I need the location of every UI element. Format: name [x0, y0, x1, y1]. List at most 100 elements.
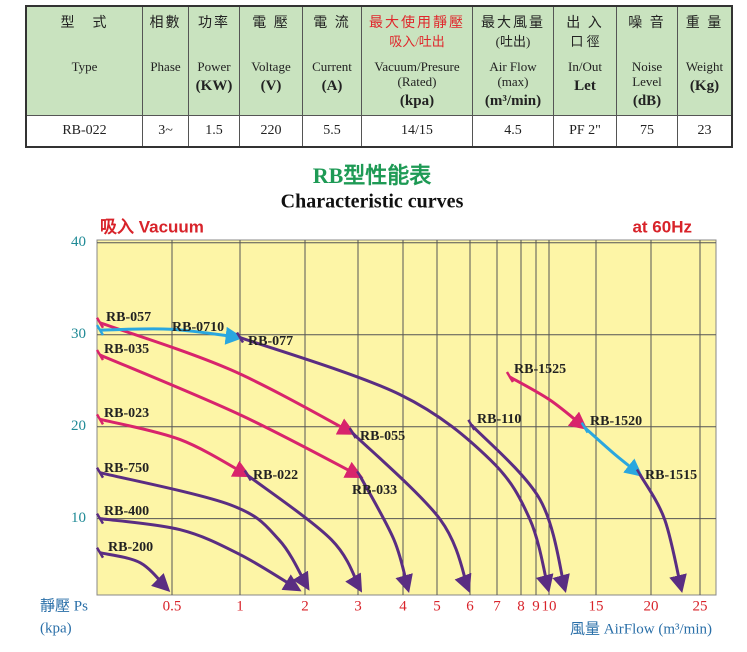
- series-label: RB-750: [104, 461, 149, 476]
- header-zh: 最大使用靜壓: [369, 16, 465, 31]
- data-cell: 4.5: [472, 115, 554, 148]
- data-cell: 14/15: [361, 115, 473, 148]
- header-cell: 功率 Power (KW): [188, 5, 240, 116]
- header-en: Air Flow (max): [489, 59, 537, 89]
- x-tick-label: 0.5: [163, 598, 182, 614]
- data-cell: 23: [677, 115, 733, 148]
- start-tick: [95, 467, 105, 479]
- start-tick: [95, 413, 105, 425]
- curve: [351, 432, 472, 593]
- header-unit: (KW): [195, 78, 233, 94]
- start-tick: [505, 371, 515, 383]
- data-cell: 220: [239, 115, 303, 148]
- curve: [99, 517, 302, 592]
- header-en: Weight: [685, 59, 724, 74]
- header-zh: (吐出): [495, 34, 531, 49]
- data-cell: RB-022: [25, 115, 143, 148]
- x-tick-label: 8: [517, 598, 525, 614]
- curve: [99, 551, 171, 592]
- header-en: Vacuum/Presure: [374, 59, 460, 74]
- curve: [470, 423, 570, 593]
- curve: [583, 426, 643, 477]
- curve: [99, 353, 364, 479]
- header-cell: 電 壓 Voltage (V): [239, 5, 303, 116]
- header-en: Phase: [150, 59, 181, 74]
- header-cell: 電 流 Current (A): [302, 5, 362, 116]
- data-cell: 75: [616, 115, 678, 148]
- y-tick-label: 30: [71, 326, 86, 342]
- curve: [509, 375, 588, 430]
- annotation: 吸入 Vacuum: [100, 217, 204, 236]
- series-label: RB-022: [253, 468, 298, 483]
- header-en: In/Out: [568, 59, 602, 74]
- series-label: RB-055: [360, 429, 405, 444]
- x-tick-label: 7: [493, 598, 501, 614]
- series-label: RB-057: [106, 310, 151, 325]
- spec-table: 型 式 Type 相數 Phase 功率 Power (KW) 電 壓 Voltage (V) 電 …: [25, 5, 733, 148]
- x-tick-label: 2: [301, 598, 309, 614]
- header-zh: 型 式: [60, 16, 109, 31]
- header-zh: 吸入/吐出: [389, 34, 445, 49]
- start-tick: [580, 421, 589, 434]
- header-zh: 電 壓: [252, 16, 290, 31]
- y-tick-label: 40: [71, 234, 86, 250]
- data-cell: 5.5: [302, 115, 362, 148]
- x-tick-label: 5: [433, 598, 441, 614]
- header-zh: 出 入: [566, 16, 604, 31]
- header-en: Noise Level: [631, 59, 663, 89]
- x-tick-label: 25: [693, 598, 708, 614]
- curve: [99, 471, 310, 591]
- x-tick-label: 1: [236, 598, 244, 614]
- start-tick: [95, 349, 105, 361]
- x-axis-label: 風量 AirFlow (m³/min): [570, 621, 712, 637]
- start-tick: [235, 331, 245, 344]
- start-tick: [95, 317, 105, 329]
- start-tick: [243, 469, 252, 482]
- header-zh: 最大風量: [481, 16, 545, 31]
- annotation: at 60Hz: [632, 217, 692, 236]
- curve: [239, 336, 554, 593]
- series-label: RB-023: [104, 406, 149, 421]
- series-label: RB-077: [248, 334, 293, 349]
- header-unit: Let: [574, 78, 596, 94]
- curve: [99, 321, 356, 435]
- curve: [638, 473, 687, 593]
- header-unit: (m³/min): [484, 93, 542, 109]
- x-tick-label: 20: [644, 598, 659, 614]
- header-unit: (dB): [632, 93, 662, 109]
- y-tick-label: 10: [71, 510, 86, 526]
- start-tick: [635, 468, 645, 481]
- chart-subtitle: Characteristic curves: [281, 191, 464, 213]
- series-label: RB-1525: [514, 362, 566, 377]
- header-unit: (A): [321, 78, 343, 94]
- header-zh: 口 徑: [570, 34, 600, 49]
- series-label: RB-0710: [172, 320, 224, 335]
- header-cell: 重 量 Weight (Kg): [677, 5, 733, 116]
- start-tick: [95, 513, 105, 525]
- curve: [99, 326, 244, 345]
- header-unit: (Kg): [689, 78, 720, 94]
- start-tick: [95, 324, 105, 336]
- series-label: RB-035: [104, 342, 149, 357]
- curve: [246, 474, 363, 593]
- start-tick: [348, 427, 357, 439]
- y-axis-label: 靜壓 Ps: [40, 597, 88, 614]
- header-cell: 噪 音 Noise Level (dB): [616, 5, 678, 116]
- header-zh: 功率: [198, 16, 230, 31]
- header-unit: (V): [260, 78, 282, 94]
- header-row: 型 式 Type 相數 Phase 功率 Power (KW) 電 壓 Voltage (V) 電 …: [25, 5, 733, 116]
- start-tick: [95, 547, 105, 559]
- header-cell: 最大使用靜壓 吸入/吐出 Vacuum/Presure (Rated) (kpa): [361, 5, 473, 116]
- header-en: Power: [197, 59, 231, 74]
- series-label: RB-1515: [645, 468, 697, 483]
- header-en: Type: [71, 59, 98, 74]
- series-label: RB-110: [477, 412, 521, 427]
- header-en: Voltage: [251, 59, 291, 74]
- start-tick: [467, 419, 476, 431]
- header-zh: 重 量: [685, 16, 724, 31]
- x-tick-label: 4: [399, 598, 407, 614]
- header-zh: 噪 音: [628, 16, 666, 31]
- x-tick-label: 3: [354, 598, 362, 614]
